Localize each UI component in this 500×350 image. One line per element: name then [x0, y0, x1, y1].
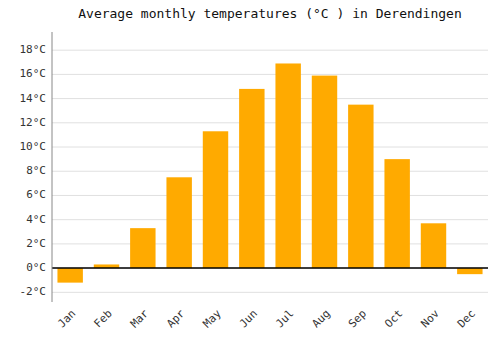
- x-tick-label: Sep: [346, 307, 369, 330]
- x-tick-label: Feb: [91, 307, 114, 330]
- bar: [57, 268, 82, 283]
- y-axis-line: [52, 32, 53, 302]
- x-tick-label: Oct: [382, 307, 405, 330]
- grid-line: [52, 147, 488, 148]
- grid-line: [52, 268, 488, 269]
- bars: [57, 63, 482, 282]
- grid-line: [52, 292, 488, 293]
- x-tick-label: Aug: [309, 307, 332, 330]
- y-tick-label: 18°C: [20, 43, 47, 56]
- y-tick-label: 12°C: [20, 116, 47, 129]
- chart-container: -2°C 0°C 2°C 4°C 6°C 8°C 10°C 12°C 14°C 16°C 18°C J…: [0, 0, 500, 350]
- x-tick-label: Nov: [418, 307, 442, 331]
- x-tick-label: Apr: [164, 307, 188, 331]
- grid: [52, 50, 488, 292]
- zero-line: [52, 267, 488, 269]
- bar: [166, 177, 191, 268]
- grid-line: [52, 50, 488, 51]
- grid-line: [52, 98, 488, 99]
- bar: [384, 159, 409, 268]
- grid-line: [52, 195, 488, 196]
- x-tick-label: Jul: [273, 307, 296, 330]
- bar: [275, 63, 300, 268]
- grid-line: [52, 171, 488, 172]
- x-tick-label: Jun: [237, 307, 260, 330]
- x-tick-label: Mar: [128, 307, 152, 331]
- x-tick-label: Dec: [455, 307, 478, 330]
- y-tick-label: 4°C: [26, 213, 46, 226]
- bar: [348, 105, 373, 268]
- bar: [312, 76, 337, 269]
- y-tick-label: 8°C: [26, 164, 46, 177]
- bar: [130, 228, 155, 268]
- y-tick-label: 0°C: [26, 261, 46, 274]
- bar: [203, 131, 228, 268]
- x-tick-label: Jan: [55, 307, 78, 330]
- y-tick-label: 14°C: [20, 92, 47, 105]
- y-tick-label: -2°C: [20, 285, 47, 298]
- chart: -2°C 0°C 2°C 4°C 6°C 8°C 10°C 12°C 14°C 16°C 18°C J…: [0, 0, 500, 350]
- bar: [421, 223, 446, 268]
- grid-line: [52, 122, 488, 123]
- bar: [239, 89, 264, 268]
- y-tick-label: 16°C: [20, 67, 47, 80]
- grid-line: [52, 219, 488, 220]
- y-tick-label: 6°C: [26, 188, 46, 201]
- title: Average monthly temperatures (°C ) in De…: [78, 6, 462, 21]
- bar: [457, 268, 482, 274]
- y-tick-label: 2°C: [26, 237, 46, 250]
- y-tick-label: 10°C: [20, 140, 47, 153]
- grid-line: [52, 74, 488, 75]
- x-tick-label: May: [200, 307, 224, 331]
